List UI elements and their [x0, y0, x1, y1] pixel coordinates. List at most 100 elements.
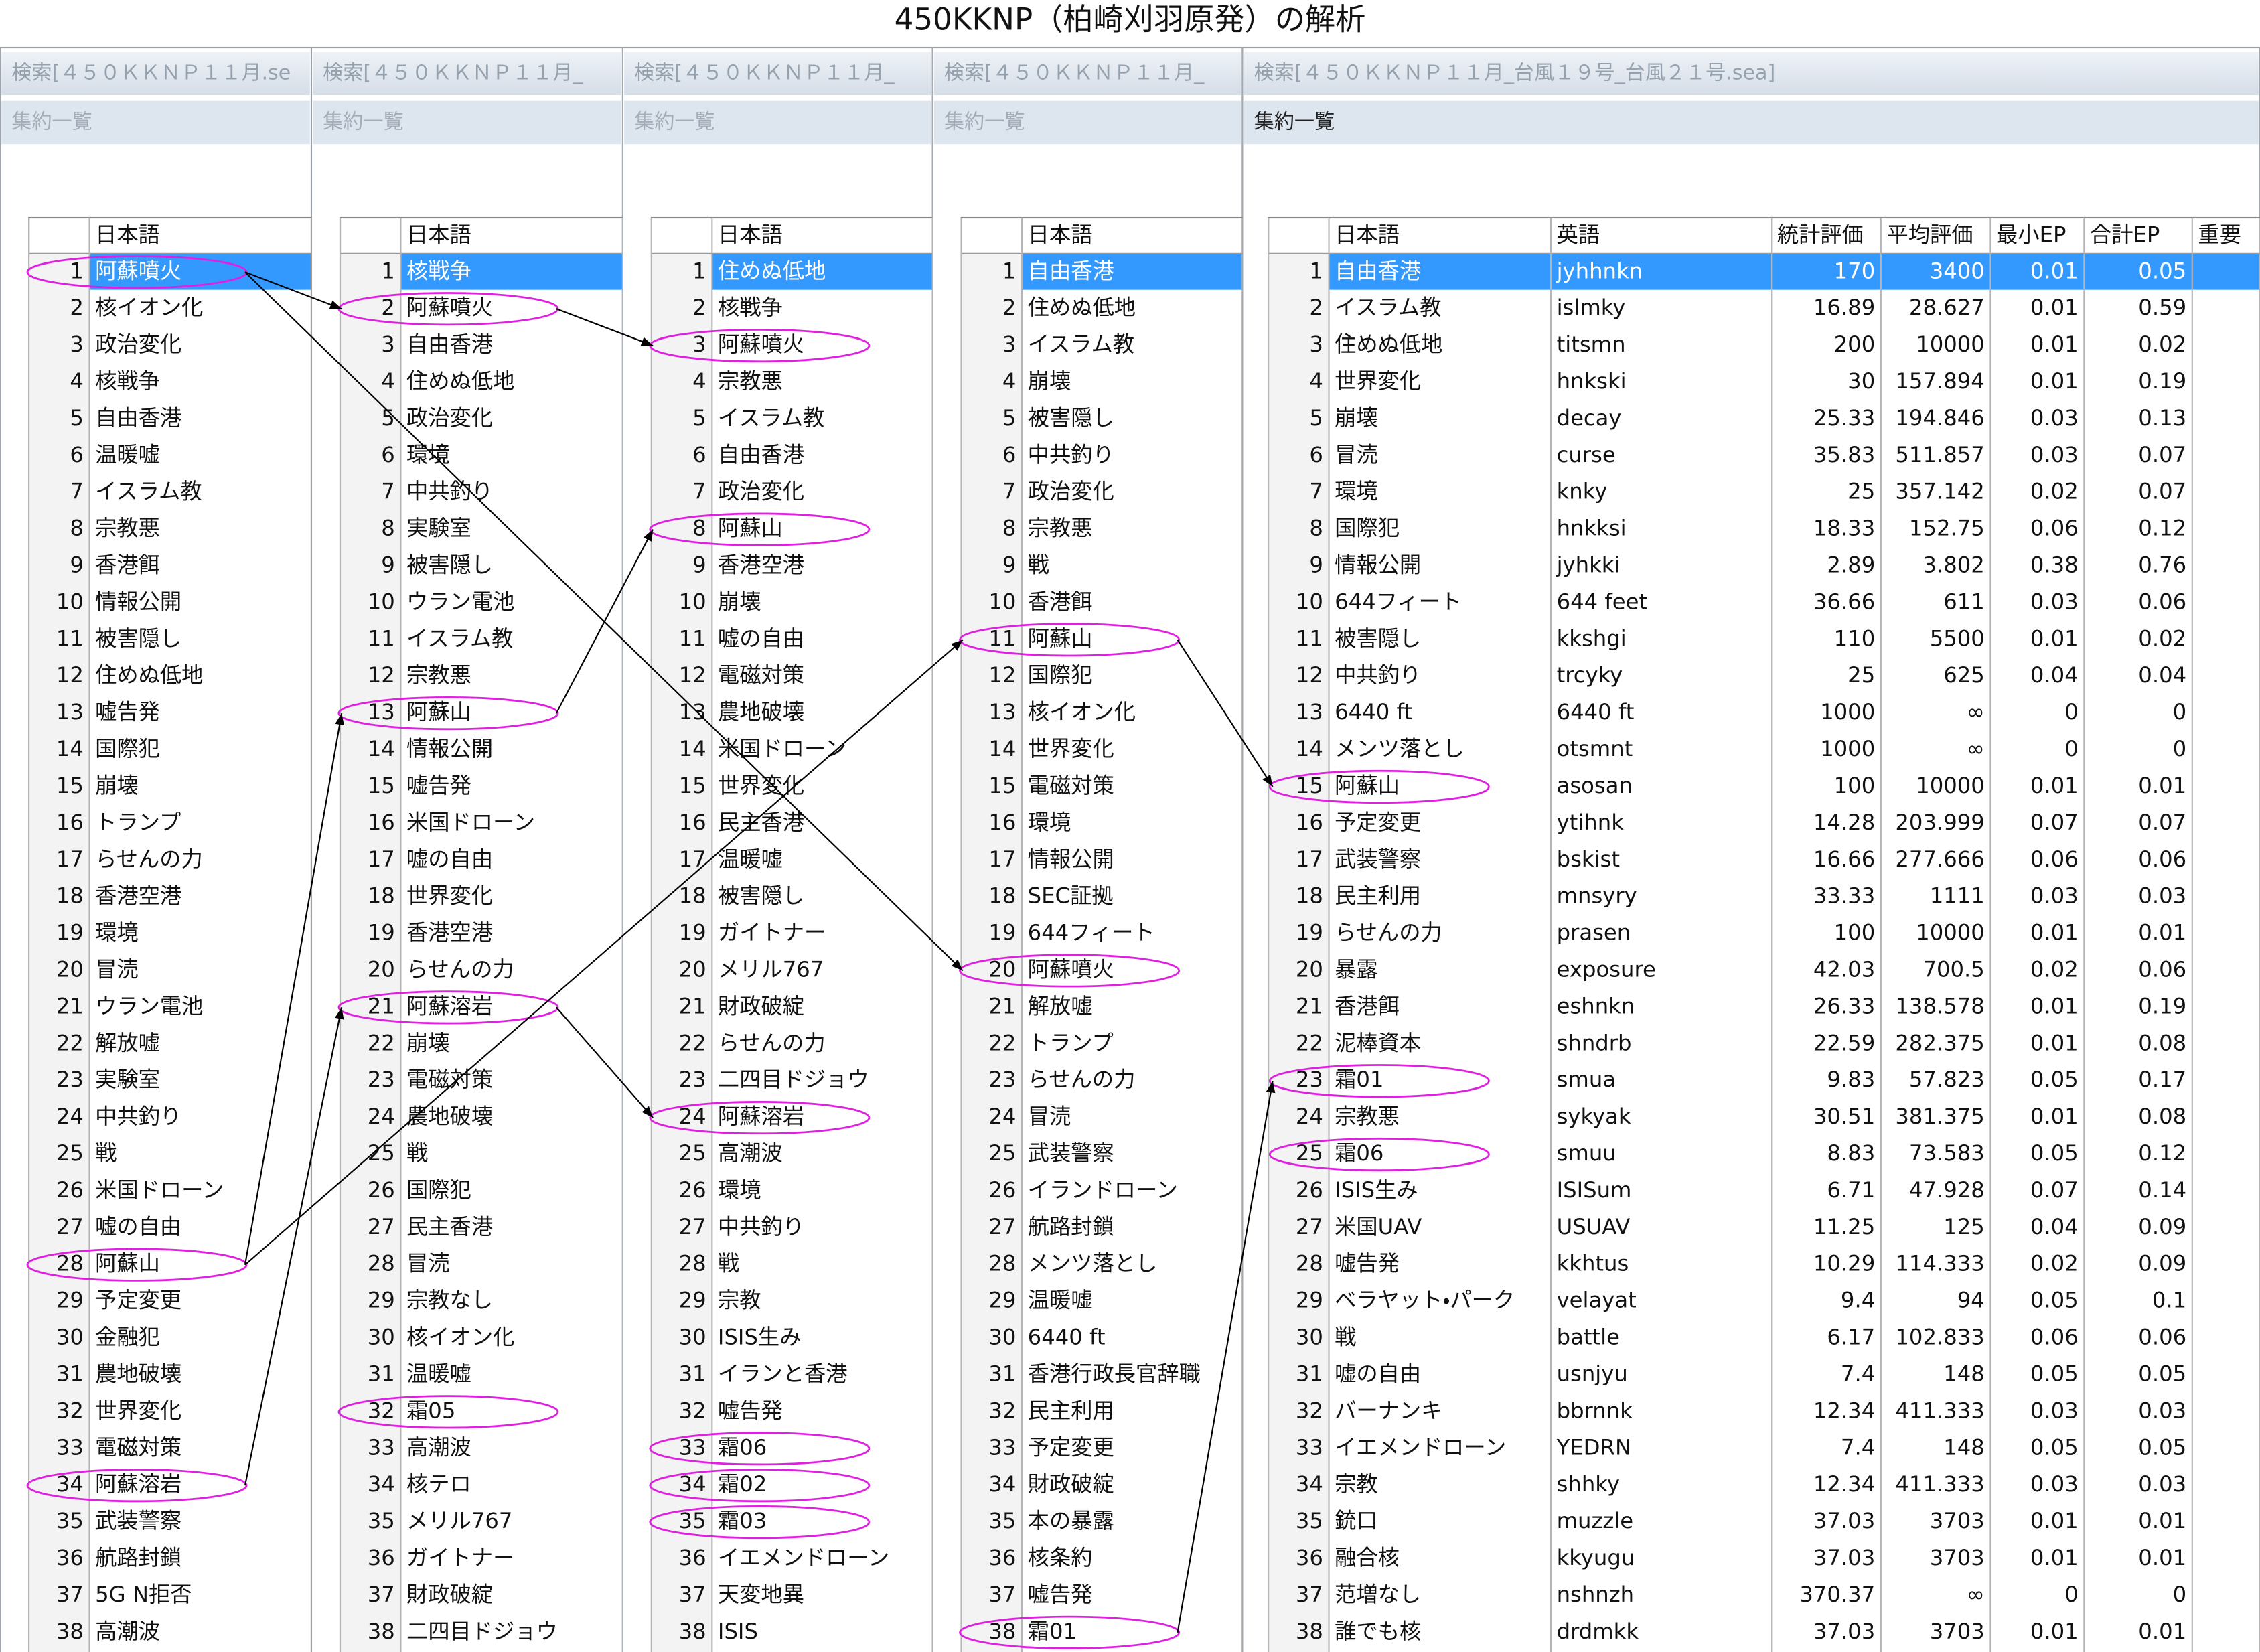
cell: otsmnt: [1557, 736, 1633, 761]
cell: 30: [1848, 368, 1875, 394]
cell: 嘘告発: [406, 773, 471, 798]
cell: 霜01: [1335, 1067, 1383, 1092]
cell: 国際犯: [1335, 516, 1400, 541]
row-number: 8: [381, 516, 395, 541]
cell: ∞: [1967, 736, 1985, 761]
cell: 0.01: [2030, 1030, 2079, 1055]
row-number: 22: [1296, 1030, 1323, 1055]
cell: 12.34: [1813, 1471, 1875, 1497]
cell: 予定変更: [1335, 810, 1421, 835]
cell: 16.89: [1813, 295, 1875, 320]
cell: 0.07: [2138, 442, 2186, 467]
row-number: 2: [1002, 295, 1016, 320]
cell: 核イオン化: [95, 295, 203, 320]
row-number: 26: [56, 1177, 84, 1203]
row-number: 26: [988, 1177, 1016, 1203]
cell: 崩壊: [1335, 405, 1378, 431]
cell: 511.857: [1895, 442, 1984, 467]
cell: 0.02: [2030, 479, 2079, 504]
list-label-bar: [933, 100, 1241, 145]
cell: 民主香港: [406, 1214, 493, 1240]
row-number: 38: [988, 1619, 1016, 1644]
row-number: 16: [988, 810, 1016, 835]
row-number: 26: [1296, 1177, 1323, 1203]
row-number: 13: [56, 699, 84, 725]
cell: 解放嘘: [1028, 993, 1093, 1019]
cell: らせんの力: [95, 846, 203, 872]
cell: asosan: [1557, 773, 1633, 798]
cell: 宗教悪: [95, 516, 160, 541]
cell: 0.05: [2030, 1067, 2079, 1092]
cell: 0.01: [2030, 368, 2079, 394]
cell: 0: [2173, 699, 2187, 725]
cell: イスラム教: [1335, 295, 1441, 320]
row-number: 38: [56, 1619, 84, 1644]
row-number: 4: [692, 368, 706, 394]
cell: 民主香港: [718, 810, 804, 835]
cell: ISIS: [718, 1619, 758, 1644]
cell: 2.89: [1827, 552, 1875, 578]
cell: 誰でも核: [1335, 1619, 1421, 1644]
row-number: 24: [988, 1104, 1016, 1129]
row-number: 33: [988, 1434, 1016, 1460]
cell: nshnzh: [1557, 1582, 1635, 1607]
row-number: 9: [381, 552, 395, 578]
row-number: 17: [988, 846, 1016, 872]
cell: メンツ落とし: [1028, 1251, 1158, 1276]
row-number: 2: [70, 295, 84, 320]
cell: 5G N拒否: [95, 1582, 192, 1607]
cell: 0: [2064, 699, 2079, 725]
cell: 0.03: [2030, 1398, 2079, 1423]
cell: 冒涜: [406, 1251, 450, 1276]
cell: メリル767: [406, 1508, 512, 1533]
row-number: 32: [679, 1398, 706, 1423]
cell: bbrnnk: [1557, 1398, 1633, 1423]
row-number: 9: [692, 552, 706, 578]
link-arrow: [1177, 639, 1274, 787]
row-number: 25: [679, 1140, 706, 1166]
cell: 0.06: [2138, 956, 2186, 982]
cell: 自由香港: [718, 442, 804, 467]
cell: 0: [2064, 736, 2079, 761]
cell: 戦: [406, 1140, 428, 1166]
cell: knky: [1557, 479, 1608, 504]
cell: 温暖嘘: [718, 846, 783, 872]
cell: 被害隠し: [95, 625, 181, 651]
cell: 0.03: [2138, 883, 2186, 909]
row-number: 14: [988, 736, 1016, 761]
cell: 1111: [1930, 883, 1985, 909]
cell: 電磁対策: [1028, 773, 1114, 798]
cell: 被害隠し: [1335, 625, 1421, 651]
cell: イスラム教: [95, 479, 202, 504]
list-label: 集約一覧: [944, 110, 1025, 133]
cell: 香港空港: [406, 920, 493, 946]
column-header: 統計評価: [1777, 222, 1864, 247]
cell: 73.583: [1909, 1140, 1985, 1166]
cell: 阿蘇山: [406, 699, 471, 725]
cell: 0.14: [2138, 1177, 2186, 1203]
cell: 30.51: [1813, 1104, 1875, 1129]
row-number: 19: [988, 920, 1016, 946]
row-number: 19: [368, 920, 395, 946]
cell: 203.999: [1895, 810, 1984, 835]
row-number: 9: [1002, 552, 1016, 578]
row-number: 26: [679, 1177, 706, 1203]
cell: 環境: [95, 920, 139, 946]
row-number: 29: [1296, 1288, 1323, 1313]
row-number: 7: [692, 479, 706, 504]
cell: 3400: [1930, 258, 1985, 283]
row-number: 38: [368, 1619, 395, 1644]
cell: 0.06: [2138, 1325, 2186, 1350]
cell: 住めぬ低地: [1335, 331, 1442, 357]
row-number: 37: [679, 1582, 706, 1607]
cell: 0.03: [2030, 589, 2079, 614]
cell: 政治変化: [95, 331, 181, 357]
cell: 102.833: [1895, 1325, 1984, 1350]
row-number: 6: [692, 442, 706, 467]
cell: 金融犯: [95, 1325, 160, 1350]
cell: 0.01: [2030, 773, 2079, 798]
row-number: 1: [1002, 258, 1016, 283]
row-number: 19: [1296, 920, 1323, 946]
cell: 政治変化: [1028, 479, 1114, 504]
cell: 12.34: [1813, 1398, 1875, 1423]
